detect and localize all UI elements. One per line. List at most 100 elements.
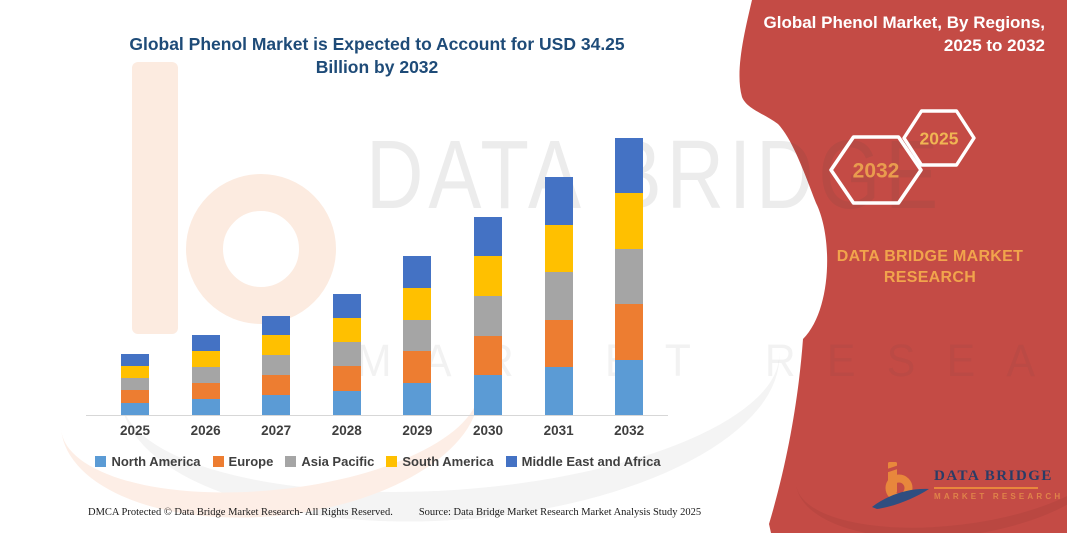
- bar-segment-asia-pacific: [191, 367, 220, 383]
- bar-2031: [544, 177, 573, 415]
- bar-segment-south-america: [332, 317, 361, 343]
- logo-swoosh-icon: [872, 488, 929, 509]
- bar-segment-north-america: [191, 399, 220, 415]
- bar-segment-asia-pacific: [332, 342, 361, 367]
- x-axis-label-2031: 2031: [543, 423, 574, 438]
- watermark-brand-text: DATA BRIDGE: [366, 120, 944, 229]
- bar-segment-asia-pacific: [544, 272, 573, 320]
- bar-segment-middle-east-and-africa: [262, 315, 291, 336]
- logo-textblock: DATA BRIDGE MARKET RESEARCH: [934, 468, 1063, 501]
- logo-b-icon: [872, 462, 929, 509]
- bar-2029: [403, 256, 432, 415]
- hexagon-2032-label: 2032: [853, 160, 900, 183]
- bar-segment-asia-pacific: [615, 248, 644, 304]
- footer-dmca: DMCA Protected © Data Bridge Market Rese…: [88, 507, 393, 518]
- chart-title: Global Phenol Market is Expected to Acco…: [88, 33, 666, 79]
- bar-segment-north-america: [474, 375, 502, 415]
- bar-2027: [262, 315, 291, 415]
- bar-segment-europe: [403, 351, 432, 384]
- bar-2026: [191, 335, 220, 415]
- chart-title-line1: Global Phenol Market is Expected to Acco…: [129, 34, 625, 54]
- legend-item-south-america: South America: [386, 454, 494, 469]
- bar-segment-north-america: [615, 359, 644, 415]
- hexagon-2025: [902, 109, 976, 167]
- bar-segment-middle-east-and-africa: [474, 216, 502, 257]
- stacked-bar-chart: 2025 2026 2027 2028 2029 2030 2031 2032: [86, 99, 668, 479]
- bar-segment-south-america: [403, 287, 432, 320]
- x-axis-label-2028: 2028: [331, 423, 362, 438]
- legend-label: South America: [402, 454, 494, 469]
- bars-area: [86, 99, 668, 415]
- legend-swatch: [505, 456, 517, 467]
- watermark-logo-stem: [132, 62, 178, 334]
- x-axis-label-2025: 2025: [119, 423, 151, 438]
- banner-heading-line1: Global Phenol Market, By Regions,: [763, 13, 1046, 32]
- bar-segment-south-america: [615, 193, 644, 249]
- bar-segment-europe: [191, 383, 220, 399]
- hexagon-2025-label: 2025: [920, 129, 959, 149]
- bar-segment-asia-pacific: [121, 378, 149, 391]
- bar-2025: [121, 353, 149, 415]
- x-axis-labels: 2025 2026 2027 2028 2029 2030 2031 2032: [86, 423, 668, 441]
- bar-2030: [474, 216, 502, 415]
- bar-segment-north-america: [544, 367, 573, 415]
- bar-segment-europe: [544, 319, 573, 368]
- logo-subtext: MARKET RESEARCH: [934, 492, 1064, 501]
- banner-heading: Global Phenol Market, By Regions, 2025 t…: [725, 11, 1046, 57]
- x-axis-label-2032: 2032: [614, 423, 645, 438]
- legend-item-asia-pacific: Asia Pacific: [285, 454, 374, 469]
- bar-segment-europe: [615, 304, 644, 360]
- bar-2032: [615, 137, 644, 415]
- logo-wordmark: DATA BRIDGE: [934, 468, 1053, 484]
- bar-segment-middle-east-and-africa: [403, 256, 432, 288]
- legend-swatch: [285, 456, 297, 467]
- legend-item-europe: Europe: [212, 454, 273, 469]
- bar-segment-middle-east-and-africa: [332, 293, 361, 318]
- chart-legend: North America Europe Asia Pacific South Ame…: [78, 454, 678, 469]
- bar-segment-south-america: [262, 335, 291, 356]
- bar-segment-middle-east-and-africa: [121, 353, 149, 366]
- legend-label: Asia Pacific: [301, 454, 375, 469]
- bar-segment-north-america: [332, 390, 361, 415]
- dbmr-logo: DATA BRIDGE MARKET RESEARCH: [872, 460, 1060, 515]
- banner-brand-line1: DATA BRIDGE MARKET: [836, 248, 1024, 265]
- banner-brand-text: DATA BRIDGE MARKET RESEARCH: [830, 246, 1030, 288]
- legend-item-middle-east-and-africa: Middle East and Africa: [505, 454, 661, 469]
- legend-swatch: [386, 456, 398, 467]
- bar-segment-south-america: [544, 224, 573, 273]
- x-axis-label-2027: 2027: [261, 423, 292, 438]
- bar-segment-middle-east-and-africa: [544, 177, 573, 225]
- x-axis-line: [86, 415, 668, 416]
- logo-underline: [934, 487, 1038, 489]
- bar-segment-south-america: [121, 365, 149, 379]
- red-panel-shape: [739, 0, 1067, 533]
- bar-segment-asia-pacific: [262, 355, 291, 376]
- bar-segment-europe: [332, 366, 361, 391]
- hexagon-2032: [829, 135, 923, 205]
- bar-segment-south-america: [474, 256, 502, 296]
- legend-item-north-america: North America: [95, 454, 201, 469]
- bar-segment-south-america: [191, 351, 220, 367]
- footer: DMCA Protected © Data Bridge Market Rese…: [88, 507, 701, 518]
- bar-segment-asia-pacific: [403, 319, 432, 352]
- bar-segment-middle-east-and-africa: [615, 137, 644, 193]
- x-axis-label-2026: 2026: [190, 423, 221, 438]
- banner-brand-line2: RESEARCH: [883, 269, 977, 286]
- bar-segment-north-america: [403, 383, 432, 415]
- legend-swatch: [95, 456, 107, 467]
- legend-swatch: [212, 456, 224, 467]
- bar-segment-asia-pacific: [474, 295, 502, 336]
- bar-segment-north-america: [262, 395, 291, 415]
- year-hexagons: 2025 2032: [829, 109, 976, 205]
- legend-label: Middle East and Africa: [521, 454, 661, 469]
- bar-2028: [332, 293, 361, 415]
- chart-title-line2: Billion by 2032: [315, 57, 439, 77]
- bar-segment-middle-east-and-africa: [191, 335, 220, 351]
- legend-label: North America: [111, 454, 201, 469]
- banner-heading-line2: 2025 to 2032: [943, 36, 1045, 55]
- bar-segment-north-america: [121, 402, 149, 415]
- bar-segment-europe: [121, 390, 149, 403]
- x-axis-label-2030: 2030: [472, 423, 504, 438]
